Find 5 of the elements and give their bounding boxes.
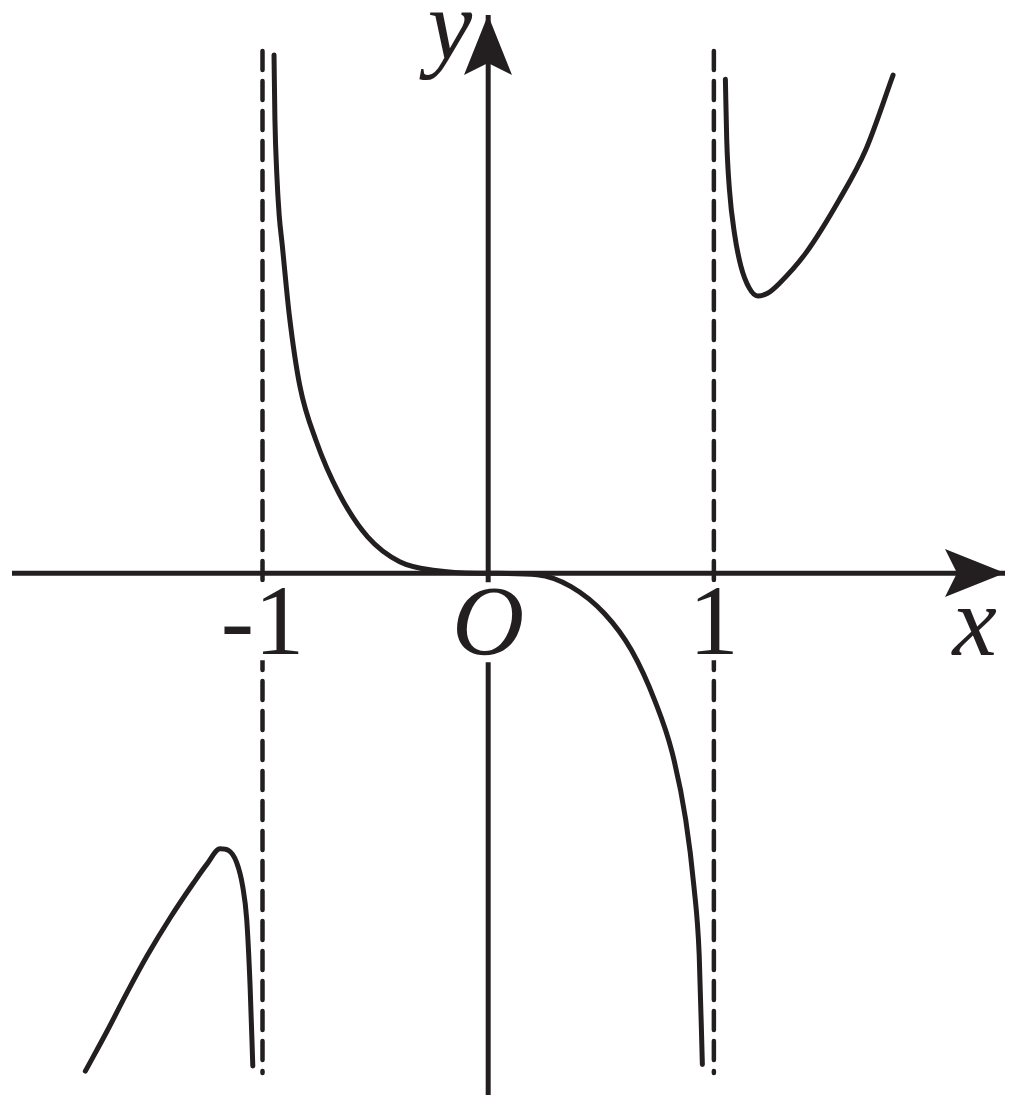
y-axis-title: y [418, 0, 473, 81]
x-axis-title: x [950, 566, 997, 678]
x-tick-label: -1 [220, 565, 305, 677]
x-tick-label: 1 [688, 565, 739, 677]
x-tick-label: O [452, 565, 525, 677]
